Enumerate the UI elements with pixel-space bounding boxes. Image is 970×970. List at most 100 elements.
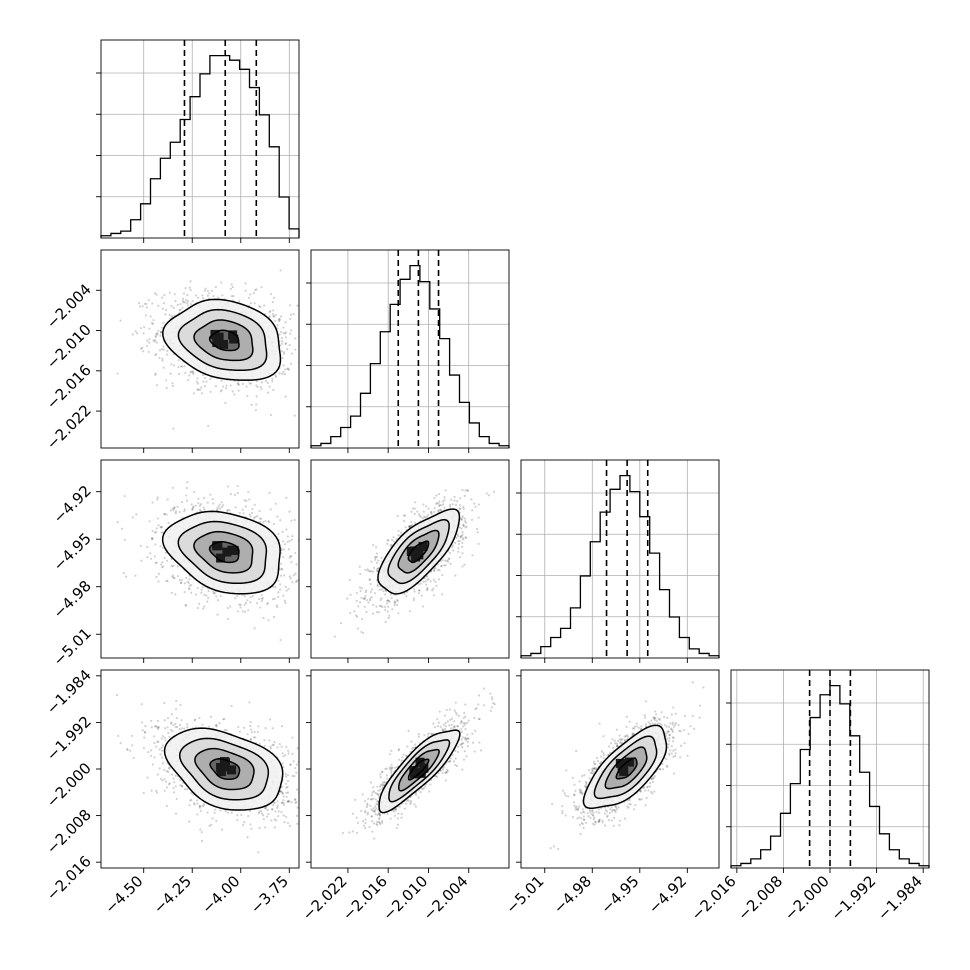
- scatter-point: [229, 492, 232, 496]
- scatter-point: [466, 489, 470, 493]
- scatter-point: [271, 312, 274, 316]
- scatter-point: [427, 507, 430, 510]
- contour-line: [177, 520, 268, 585]
- scatter-point: [377, 611, 380, 614]
- scatter-point: [370, 570, 373, 573]
- scatter-point: [255, 395, 258, 398]
- scatter-point: [363, 597, 366, 601]
- scatter-point: [287, 367, 290, 370]
- scatter-point: [89, 310, 91, 312]
- scatter-point: [287, 368, 291, 371]
- scatter-point: [119, 742, 122, 745]
- scatter-point: [143, 326, 146, 329]
- scatter-point: [346, 597, 349, 600]
- scatter-point: [255, 602, 259, 605]
- scatter-point: [393, 604, 396, 607]
- scatter-point: [158, 349, 162, 352]
- scatter-point: [254, 515, 257, 518]
- scatter-point: [122, 572, 125, 575]
- scatter-point: [446, 560, 450, 563]
- scatter-point: [230, 295, 233, 298]
- scatter-point: [365, 611, 368, 614]
- scatter-point: [150, 726, 153, 729]
- scatter-point: [388, 600, 391, 603]
- scatter-point: [283, 543, 287, 546]
- scatter-point: [163, 556, 166, 559]
- scatter-point: [196, 606, 199, 610]
- scatter-point: [186, 726, 189, 729]
- scatter-point: [259, 385, 263, 389]
- scatter-point: [376, 570, 379, 573]
- scatter-point: [326, 565, 328, 567]
- scatter-point: [161, 561, 164, 564]
- scatter-point: [288, 556, 291, 559]
- scatter-point: [382, 590, 385, 593]
- scatter-point: [150, 537, 154, 540]
- scatter-point: [259, 521, 262, 524]
- scatter-point: [175, 510, 178, 513]
- scatter-point: [248, 809, 252, 813]
- scatter-point: [155, 341, 158, 344]
- scatter-point: [173, 506, 176, 510]
- scatter-point: [207, 590, 210, 593]
- scatter-point: [181, 299, 185, 303]
- scatter-point: [403, 514, 407, 517]
- scatter-point: [165, 353, 169, 356]
- scatter-point: [139, 347, 143, 350]
- scatter-point: [369, 597, 372, 600]
- scatter-point: [397, 534, 400, 537]
- scatter-point: [257, 725, 260, 728]
- scatter-point: [181, 365, 184, 368]
- scatter-point: [410, 520, 413, 523]
- scatter-point: [165, 559, 169, 562]
- scatter-point: [188, 584, 191, 587]
- scatter-point: [409, 524, 413, 528]
- scatter-point: [402, 519, 406, 523]
- scatter-point: [220, 501, 223, 504]
- scatter-point: [170, 713, 174, 716]
- scatter-point: [185, 604, 188, 607]
- scatter-point: [284, 395, 287, 398]
- scatter-point: [156, 333, 159, 336]
- scatter-point: [391, 608, 394, 611]
- scatter-point: [434, 566, 437, 570]
- contour-line: [407, 540, 430, 564]
- scatter-point: [470, 498, 473, 501]
- scatter-point: [162, 565, 165, 568]
- scatter-point: [272, 388, 275, 391]
- scatter-point: [395, 537, 398, 541]
- scatter-point: [196, 813, 199, 816]
- scatter-point: [371, 570, 375, 573]
- scatter-point: [255, 403, 258, 406]
- scatter-point: [389, 593, 392, 596]
- scatter-point: [373, 592, 377, 595]
- scatter-point: [396, 514, 399, 518]
- scatter-point: [278, 372, 281, 375]
- scatter-point: [157, 524, 160, 527]
- scatter-point: [285, 795, 288, 798]
- scatter-point: [477, 516, 480, 519]
- scatter-point: [203, 593, 206, 596]
- scatter-point: [226, 606, 229, 610]
- scatter-point: [249, 728, 253, 731]
- scatter-point: [161, 359, 164, 362]
- scatter-point: [139, 544, 142, 548]
- scatter-point: [173, 506, 176, 509]
- scatter-point: [216, 613, 219, 616]
- scatter-point: [281, 752, 284, 755]
- scatter-point: [172, 427, 175, 430]
- scatter-point: [412, 587, 416, 591]
- scatter-point: [301, 354, 303, 356]
- scatter-point: [263, 304, 266, 307]
- scatter-point: [226, 509, 229, 513]
- scatter-point: [250, 731, 254, 734]
- scatter-point: [131, 333, 134, 336]
- scatter-point: [279, 638, 282, 642]
- scatter-point: [151, 538, 154, 541]
- scatter-point: [126, 748, 129, 752]
- scatter-point: [459, 497, 462, 500]
- scatter-point: [283, 332, 287, 335]
- scatter-point: [180, 501, 184, 504]
- scatter-point: [274, 502, 277, 505]
- scatter-point: [269, 309, 272, 313]
